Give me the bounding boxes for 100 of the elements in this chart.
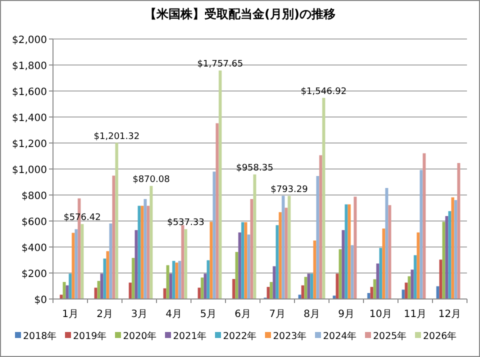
- bar: [348, 204, 351, 299]
- y-tick-label: $600: [22, 217, 47, 228]
- bar: [144, 199, 147, 299]
- bar: [109, 223, 112, 299]
- bar: [408, 276, 411, 299]
- bar: [376, 264, 380, 299]
- bar: [140, 206, 144, 299]
- bar: [307, 274, 310, 299]
- bar: [298, 294, 302, 299]
- x-tick-label: 8月: [304, 309, 320, 320]
- bar: [166, 265, 170, 299]
- bar: [218, 70, 222, 299]
- bar: [132, 258, 135, 299]
- bar: [184, 229, 188, 299]
- x-tick-label: 1月: [62, 309, 78, 320]
- bar: [451, 197, 454, 299]
- bar: [304, 276, 308, 299]
- bar: [416, 232, 420, 299]
- y-tick-label: $1,600: [12, 87, 47, 98]
- bar: [404, 282, 408, 299]
- y-tick-label: $1,000: [12, 165, 47, 176]
- bar: [253, 174, 256, 299]
- bar: [385, 188, 388, 299]
- bar: [198, 288, 201, 299]
- bar: [250, 199, 254, 299]
- legend-label: 2020年: [123, 330, 158, 342]
- bar: [410, 270, 414, 299]
- x-tick-label: 3月: [131, 309, 148, 320]
- bar: [150, 186, 153, 299]
- bar: [332, 296, 336, 299]
- y-tick-label: $1,800: [12, 61, 47, 72]
- x-tick-label: 6月: [234, 309, 251, 320]
- bar: [442, 222, 446, 299]
- bar: [367, 293, 370, 299]
- legend-label: 2026年: [423, 330, 458, 342]
- bar: [244, 222, 248, 299]
- bar: [266, 286, 270, 299]
- y-tick-label: $1,200: [12, 139, 47, 150]
- bar: [115, 142, 118, 299]
- data-label: $870.08: [132, 174, 170, 185]
- bar: [420, 170, 423, 299]
- bar: [178, 260, 182, 299]
- data-label: $958.35: [236, 163, 274, 174]
- bar: [445, 216, 448, 299]
- legend-label: 2019年: [73, 330, 108, 342]
- bar: [272, 266, 276, 299]
- y-tick-label: $400: [22, 243, 47, 254]
- legend-label: 2024年: [323, 330, 358, 342]
- data-label: $1,201.32: [94, 132, 140, 142]
- bar: [175, 262, 178, 299]
- data-label: $537.33: [167, 218, 204, 228]
- legend-label: 2021年: [173, 330, 208, 342]
- bar: [66, 285, 69, 299]
- bar: [60, 294, 63, 299]
- data-label: $1,757.65: [197, 60, 244, 70]
- bar: [388, 205, 392, 299]
- y-tick-label: $800: [22, 191, 47, 202]
- bar: [62, 282, 66, 299]
- bar: [247, 234, 250, 299]
- y-tick-label: $1,400: [12, 113, 47, 124]
- data-label: $576.42: [64, 213, 101, 224]
- legend-label: 2022年: [223, 330, 258, 342]
- bar: [94, 288, 98, 299]
- bar: [80, 224, 84, 299]
- bar: [232, 278, 236, 299]
- bar: [288, 196, 291, 299]
- bar: [210, 222, 213, 299]
- bar: [106, 251, 110, 299]
- bar: [439, 260, 442, 299]
- bar: [338, 249, 342, 299]
- bar: [373, 279, 376, 299]
- bar: [319, 155, 322, 299]
- bar: [112, 176, 116, 299]
- bar: [146, 206, 150, 299]
- x-tick-label: 9月: [338, 309, 354, 320]
- bar: [163, 288, 166, 299]
- bar: [422, 153, 426, 299]
- bar: [238, 232, 242, 299]
- bar: [270, 282, 273, 299]
- bar: [216, 123, 219, 299]
- bar: [128, 282, 132, 299]
- legend-label: 2018年: [23, 330, 58, 342]
- bar: [402, 290, 405, 299]
- bar: [313, 240, 316, 299]
- y-tick-label: $0: [34, 295, 47, 306]
- bar: [336, 274, 339, 299]
- x-tick-label: 11月: [404, 309, 427, 320]
- bar: [212, 172, 216, 299]
- x-tick-label: 4月: [166, 309, 182, 320]
- x-tick-label: 12月: [438, 309, 462, 320]
- data-label: $793.29: [270, 184, 308, 195]
- bar: [350, 245, 354, 299]
- chart-title: 【米国株】受取配当金(月別)の推移: [144, 7, 336, 21]
- legend-label: 2025年: [373, 330, 408, 342]
- y-tick-label: $2,000: [12, 35, 47, 46]
- bar: [134, 230, 138, 299]
- bar: [436, 286, 440, 299]
- legend-label: 2023年: [273, 330, 308, 342]
- bar: [204, 274, 207, 299]
- bar: [235, 252, 238, 299]
